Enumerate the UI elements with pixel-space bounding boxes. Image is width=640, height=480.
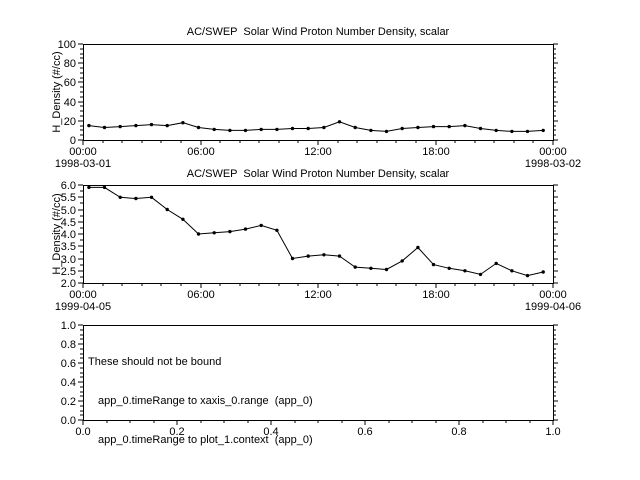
svg-text:5.5: 5.5 xyxy=(61,192,76,204)
svg-text:00:00: 00:00 xyxy=(539,146,567,158)
plot-1-start-date: 1998-03-01 xyxy=(54,158,112,170)
svg-text:12:00: 12:00 xyxy=(304,289,332,301)
svg-text:18:00: 18:00 xyxy=(422,289,450,301)
svg-text:0.8: 0.8 xyxy=(61,339,76,351)
svg-text:0.8: 0.8 xyxy=(451,426,466,438)
svg-text:4.0: 4.0 xyxy=(61,229,76,241)
svg-text:1.0: 1.0 xyxy=(61,320,76,332)
svg-text:4.5: 4.5 xyxy=(61,217,76,229)
plot-2-start-date: 1999-04-05 xyxy=(54,301,112,313)
svg-text:5.0: 5.0 xyxy=(61,205,76,217)
plot-2-title: AC/SWEP Solar Wind Proton Number Density… xyxy=(186,168,450,180)
svg-text:0: 0 xyxy=(70,135,76,147)
binding-note-line-1: These should not be bound xyxy=(88,356,222,368)
svg-text:2.5: 2.5 xyxy=(61,266,76,278)
svg-text:0.4: 0.4 xyxy=(263,426,278,438)
svg-text:0.6: 0.6 xyxy=(61,358,76,370)
svg-text:3.5: 3.5 xyxy=(61,241,76,253)
svg-text:0.2: 0.2 xyxy=(169,426,184,438)
svg-text:100: 100 xyxy=(58,39,76,51)
svg-text:06:00: 06:00 xyxy=(187,289,215,301)
svg-text:2.0: 2.0 xyxy=(61,278,76,290)
svg-text:20: 20 xyxy=(64,116,76,128)
svg-text:80: 80 xyxy=(64,58,76,70)
binding-note-line-2: app_0.timeRange to xaxis_0.range (app_0) xyxy=(98,395,313,407)
svg-text:06:00: 06:00 xyxy=(187,146,215,158)
plot-2-end-date: 1999-04-06 xyxy=(524,301,582,313)
svg-text:0.2: 0.2 xyxy=(61,396,76,408)
svg-text:00:00: 00:00 xyxy=(69,289,97,301)
plot-1-title: AC/SWEP Solar Wind Proton Number Density… xyxy=(186,26,450,38)
svg-text:00:00: 00:00 xyxy=(69,146,97,158)
svg-text:40: 40 xyxy=(64,97,76,109)
svg-text:0.6: 0.6 xyxy=(357,426,372,438)
binding-note: These should not be bound app_0.timeRang… xyxy=(88,330,313,473)
svg-text:3.0: 3.0 xyxy=(61,254,76,266)
binding-note-line-3: app_0.timeRange to plot_1.context (app_0… xyxy=(98,434,313,446)
svg-text:60: 60 xyxy=(64,77,76,89)
svg-text:00:00: 00:00 xyxy=(539,289,567,301)
svg-text:0.0: 0.0 xyxy=(61,415,76,427)
svg-text:0.0: 0.0 xyxy=(75,426,90,438)
svg-text:12:00: 12:00 xyxy=(304,146,332,158)
svg-text:0.4: 0.4 xyxy=(61,377,76,389)
svg-text:18:00: 18:00 xyxy=(422,146,450,158)
svg-text:1.0: 1.0 xyxy=(545,426,560,438)
svg-text:6.0: 6.0 xyxy=(61,180,76,192)
plot-1-end-date: 1998-03-02 xyxy=(524,158,582,170)
